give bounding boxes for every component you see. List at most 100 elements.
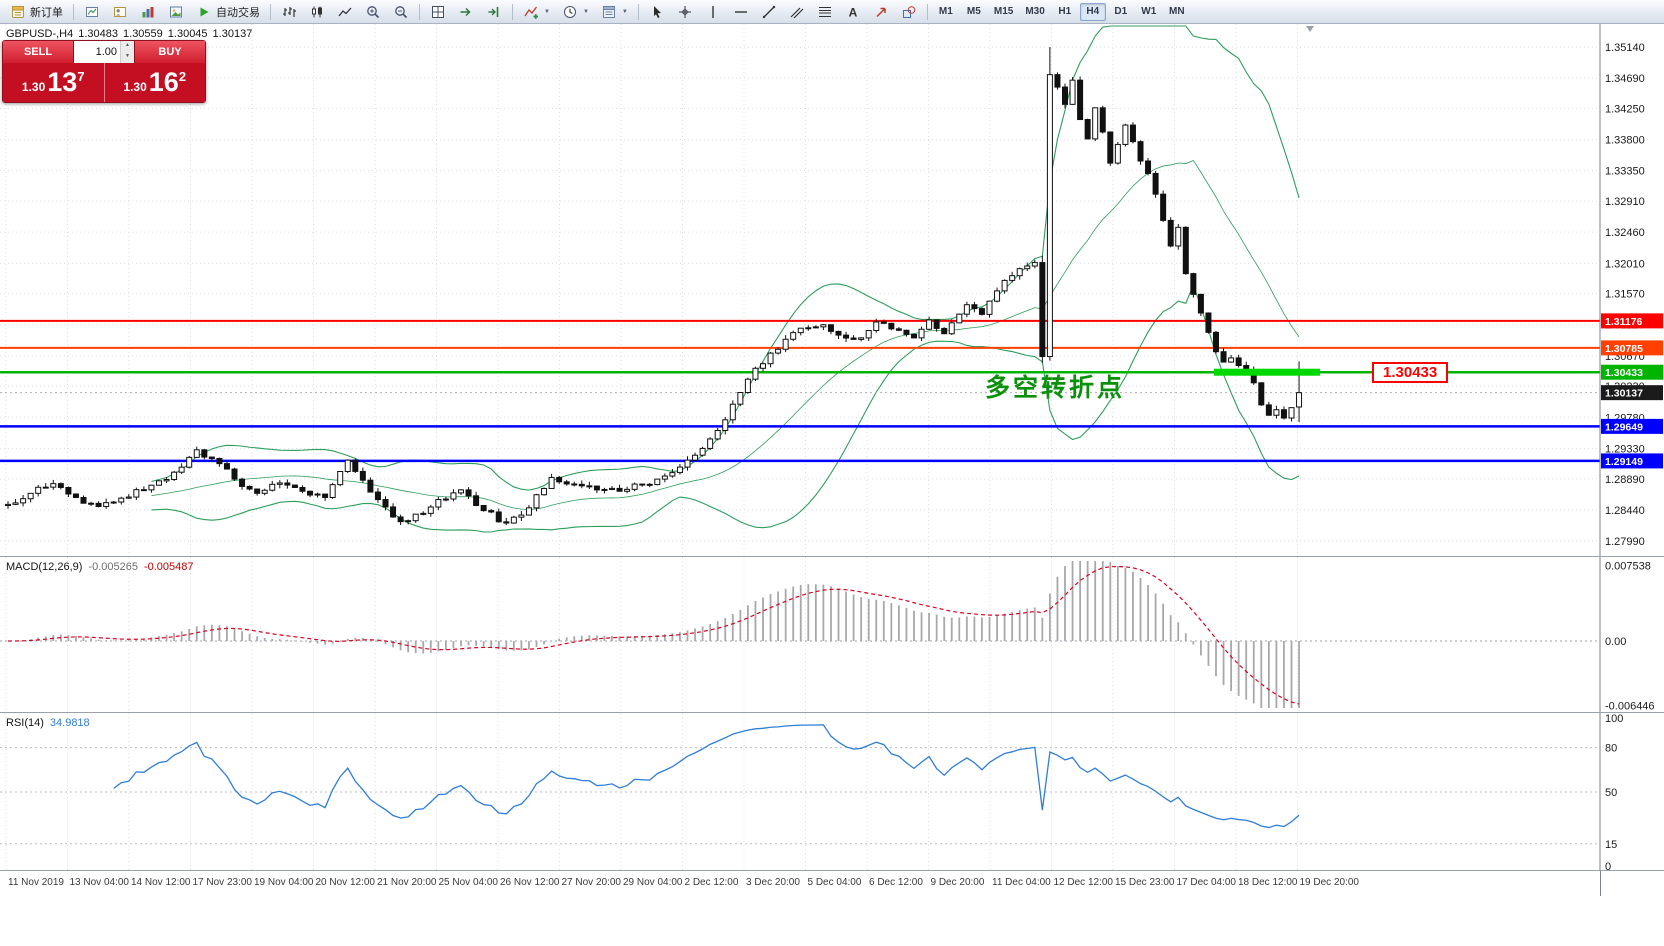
price-chart-panel[interactable]: 1.35140 1.34690 1.34250 1.33800 1.33350 1.329… bbox=[0, 24, 1664, 556]
tile-windows-button[interactable] bbox=[425, 2, 451, 22]
chart-ohlc-header: GBPUSD-,H4 1.30483 1.30559 1.30045 1.30137 bbox=[6, 28, 257, 40]
time-axis-label: 3 Dec 20:00 bbox=[746, 877, 800, 888]
zoom-out-button[interactable] bbox=[388, 2, 414, 22]
bar-chart-button[interactable] bbox=[276, 2, 302, 22]
indicators-button[interactable]: ▼ bbox=[518, 2, 555, 22]
fibonacci-button[interactable] bbox=[812, 2, 838, 22]
axis-corner-line bbox=[1600, 871, 1601, 897]
rsi-indicator-panel[interactable]: 100 80 50 15 0 RSI(14) 34.9818 bbox=[0, 712, 1664, 870]
price-tick-label: 1.33800 bbox=[1605, 135, 1645, 147]
autotrading-icon bbox=[196, 4, 212, 20]
price-axis[interactable]: 1.35140 1.34690 1.34250 1.33800 1.33350 1.329… bbox=[1599, 24, 1664, 556]
templates-button[interactable]: ▼ bbox=[596, 2, 633, 22]
price-marker-label: 1.31176 bbox=[1605, 316, 1643, 328]
data-window-button[interactable] bbox=[163, 2, 189, 22]
ask-prefix: 1.30 bbox=[123, 80, 147, 94]
rsi-axis[interactable]: 100 80 50 15 0 bbox=[1599, 713, 1664, 870]
chart-shift-button[interactable] bbox=[481, 2, 507, 22]
sell-button[interactable]: SELL bbox=[3, 41, 73, 63]
auto-scroll-button[interactable] bbox=[453, 2, 479, 22]
profiles-button[interactable] bbox=[107, 2, 133, 22]
fibonacci-icon bbox=[817, 4, 833, 20]
arrow-tool-button[interactable] bbox=[868, 2, 894, 22]
data-window-icon bbox=[168, 4, 184, 20]
chart-shift-marker bbox=[1306, 26, 1314, 32]
zoom-in-icon bbox=[365, 4, 381, 20]
autotrading-label: 自动交易 bbox=[216, 6, 260, 19]
ask-price-display: 1.30 16 2 bbox=[103, 63, 206, 102]
timeframe-m15-button[interactable]: M15 bbox=[989, 3, 1018, 21]
price-marker-label: 1.30785 bbox=[1605, 343, 1643, 355]
volume-down-button[interactable]: ▼ bbox=[121, 52, 134, 63]
charts-button[interactable] bbox=[79, 2, 105, 22]
text-label-button[interactable]: A bbox=[840, 2, 866, 22]
low-value: 1.30045 bbox=[167, 28, 208, 40]
horizontal-level-lines bbox=[0, 319, 1600, 463]
toolbar-separator bbox=[512, 3, 513, 20]
timeframe-mn-button[interactable]: MN bbox=[1164, 3, 1190, 21]
cursor-button[interactable] bbox=[644, 2, 670, 22]
arrow-tool-icon bbox=[873, 4, 889, 20]
price-chart-canvas[interactable]: 1.35140 1.34690 1.34250 1.33800 1.33350 1.329… bbox=[0, 24, 1664, 556]
price-marker-label: 1.29649 bbox=[1605, 421, 1643, 433]
price-marker-label: 1.30137 bbox=[1605, 388, 1643, 400]
volume-input[interactable] bbox=[74, 41, 120, 63]
highlight-level-segment[interactable] bbox=[1214, 368, 1320, 376]
bid-price-display: 1.30 13 7 bbox=[3, 63, 104, 102]
volume-up-button[interactable]: ▲ bbox=[121, 41, 134, 52]
macd-indicator-panel[interactable]: 0.007538 0.00 -0.006446 MACD(12,26,9) -0.00… bbox=[0, 556, 1664, 712]
horizontal-line-icon bbox=[733, 4, 749, 20]
new-order-label: 新订单 bbox=[30, 6, 63, 19]
macd-axis[interactable]: 0.007538 0.00 -0.006446 bbox=[1599, 557, 1664, 712]
horizontal-line-button[interactable] bbox=[728, 2, 754, 22]
vertical-line-button[interactable] bbox=[700, 2, 726, 22]
timeframe-m5-button[interactable]: M5 bbox=[961, 3, 987, 21]
autotrading-button[interactable]: 自动交易 bbox=[191, 2, 265, 22]
timeframe-h4-button[interactable]: H4 bbox=[1079, 2, 1106, 21]
price-tick-label: 1.32910 bbox=[1605, 196, 1645, 208]
macd-scale-top: 0.007538 bbox=[1605, 561, 1651, 573]
chart-text-annotation[interactable]: 多空转折点 bbox=[985, 374, 1126, 402]
price-tick-label: 1.28890 bbox=[1605, 474, 1645, 486]
auto-scroll-icon bbox=[458, 4, 474, 20]
price-level-callout[interactable]: 1.30433 bbox=[1372, 362, 1449, 383]
macd-scale-bottom: -0.006446 bbox=[1605, 700, 1655, 712]
timeframe-w1-button[interactable]: W1 bbox=[1136, 3, 1162, 21]
price-tick-label: 1.34250 bbox=[1605, 103, 1645, 115]
cursor-icon bbox=[649, 4, 665, 20]
timeframe-m30-button[interactable]: M30 bbox=[1020, 3, 1049, 21]
text-label-icon: A bbox=[845, 4, 861, 20]
time-axis-label: 15 Dec 23:00 bbox=[1115, 877, 1175, 888]
macd-canvas[interactable]: 0.007538 0.00 -0.006446 bbox=[0, 557, 1664, 712]
buy-button[interactable]: BUY bbox=[135, 41, 205, 63]
shapes-button[interactable] bbox=[896, 2, 922, 22]
rsi-canvas[interactable]: 100 80 50 15 0 bbox=[0, 713, 1664, 870]
trendline-icon bbox=[761, 4, 777, 20]
timeframe-h1-button[interactable]: H1 bbox=[1052, 3, 1078, 21]
new-order-button[interactable]: 新订单 bbox=[5, 2, 68, 22]
profiles-icon bbox=[112, 4, 128, 20]
periods-button[interactable]: ▼ bbox=[557, 2, 594, 22]
toolbar-separator bbox=[270, 3, 271, 20]
time-axis[interactable]: 11 Nov 2019 13 Nov 04:00 14 Nov 12:00 17 No… bbox=[0, 870, 1664, 897]
market-watch-icon bbox=[140, 4, 156, 20]
market-watch-button[interactable] bbox=[135, 2, 161, 22]
timeframe-m1-button[interactable]: M1 bbox=[933, 3, 959, 21]
equidistant-channel-button[interactable] bbox=[784, 2, 810, 22]
svg-text:A: A bbox=[849, 5, 858, 19]
rsi-line bbox=[113, 724, 1300, 829]
time-axis-label: 2 Dec 12:00 bbox=[684, 877, 739, 888]
shapes-icon bbox=[901, 4, 917, 20]
chart-shift-icon bbox=[486, 4, 502, 20]
toolbar-separator bbox=[637, 3, 639, 20]
candlestick-chart-icon bbox=[309, 4, 325, 20]
zoom-in-button[interactable] bbox=[360, 2, 386, 22]
timeframe-d1-button[interactable]: D1 bbox=[1108, 3, 1134, 21]
symbol-period-label: GBPUSD-,H4 bbox=[6, 28, 74, 40]
crosshair-button[interactable] bbox=[672, 2, 698, 22]
candlestick-chart-button[interactable] bbox=[304, 2, 330, 22]
trendline-button[interactable] bbox=[756, 2, 782, 22]
line-chart-button[interactable] bbox=[332, 2, 358, 22]
ask-big-digits: 16 bbox=[148, 67, 179, 97]
price-marker-box bbox=[1601, 364, 1663, 380]
